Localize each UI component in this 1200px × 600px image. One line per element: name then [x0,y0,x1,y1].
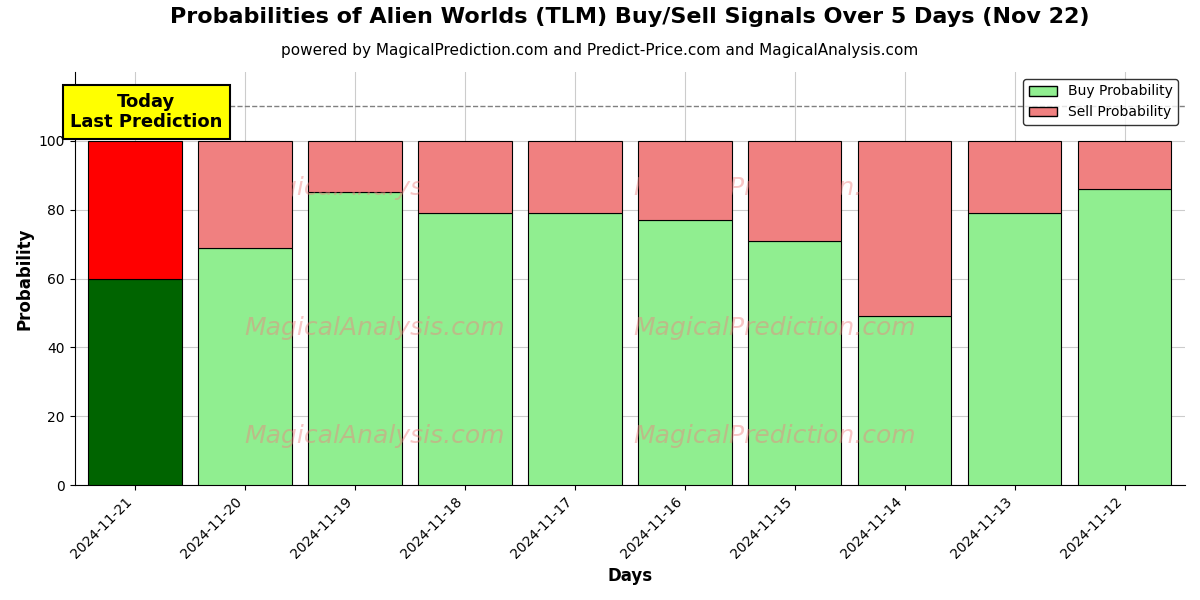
Bar [638,141,732,220]
Text: MagicalPrediction.com: MagicalPrediction.com [632,176,916,200]
Bar [419,141,511,213]
Y-axis label: Probability: Probability [16,227,34,330]
Bar [308,141,402,193]
Bar [748,141,841,241]
Bar [858,141,952,316]
Text: Today
Last Prediction: Today Last Prediction [70,92,222,131]
Text: powered by MagicalPrediction.com and Predict-Price.com and MagicalAnalysis.com: powered by MagicalPrediction.com and Pre… [281,43,919,58]
Legend: Buy Probability, Sell Probability: Buy Probability, Sell Probability [1024,79,1178,125]
Text: MagicalPrediction.com: MagicalPrediction.com [632,424,916,448]
Text: MagicalAnalysis.com: MagicalAnalysis.com [244,316,505,340]
Text: MagicalPrediction.com: MagicalPrediction.com [632,316,916,340]
Bar [198,141,292,248]
Bar [89,141,182,278]
Text: MagicalAnalysis.com: MagicalAnalysis.com [244,424,505,448]
Bar [748,241,841,485]
Bar [968,213,1061,485]
Text: MagicalAnalysis.com: MagicalAnalysis.com [244,176,505,200]
Bar [528,213,622,485]
Bar [198,248,292,485]
Bar [528,141,622,213]
Bar [419,213,511,485]
Bar [308,193,402,485]
Title: Probabilities of Alien Worlds (TLM) Buy/Sell Signals Over 5 Days (Nov 22): Probabilities of Alien Worlds (TLM) Buy/… [170,7,1090,28]
Bar [968,141,1061,213]
Bar [638,220,732,485]
Bar [1078,189,1171,485]
X-axis label: Days: Days [607,567,653,585]
Bar [1078,141,1171,189]
Bar [858,316,952,485]
Bar [89,278,182,485]
